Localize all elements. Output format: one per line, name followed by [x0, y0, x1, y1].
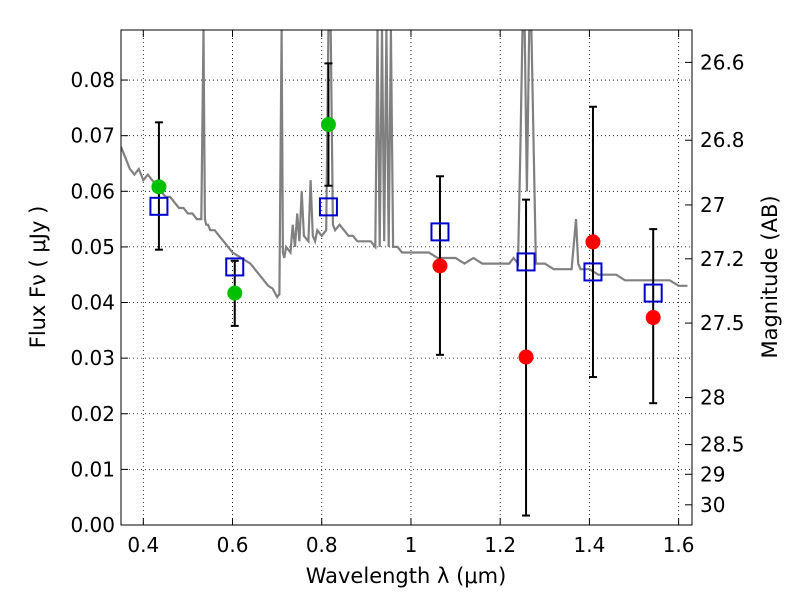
photometry-point [518, 349, 534, 365]
photometry-point [645, 310, 661, 326]
model-square-layer [149, 196, 663, 303]
mag-tick-label: 30 [700, 493, 725, 517]
y-tick-label: 0.08 [70, 68, 115, 92]
mag-tick-label: 26.6 [700, 50, 745, 74]
grid-layer [121, 30, 692, 526]
x-axis-label: Wavelength λ (μm) [306, 564, 507, 588]
model-square [318, 197, 338, 217]
y-tick-label: 0.05 [70, 235, 115, 259]
photometry-point [151, 179, 167, 195]
x-tick-label: 0.8 [306, 533, 338, 557]
tick-layer: 0.4 0.6 0.8 1 1.2 1.4 1.6 0.00 0.01 0.02 0.03 0.04 0… [70, 30, 745, 557]
photometry-point [320, 117, 336, 133]
photometry-point [227, 285, 243, 301]
y-tick-label: 0.06 [70, 179, 115, 203]
model-square [583, 262, 603, 282]
photometry-point [432, 258, 448, 274]
mag-tick-label: 28.5 [700, 433, 745, 457]
x-tick-label: 1 [405, 533, 418, 557]
template-spectrum-line [121, 30, 688, 299]
mag-tick-label: 26.8 [700, 128, 745, 152]
x-tick-label: 1.4 [573, 533, 605, 557]
x-tick-label: 1.6 [663, 533, 695, 557]
y-tick-label: 0.01 [70, 457, 115, 481]
model-square [430, 222, 450, 242]
template-curve-layer [121, 30, 688, 299]
x-tick-label: 0.4 [127, 533, 159, 557]
y-tick-label: 0.03 [70, 346, 115, 370]
model-square [643, 283, 663, 303]
y-tick-label: 0.00 [70, 513, 115, 537]
y-tick-label: 0.02 [70, 402, 115, 426]
data-point-layer [151, 117, 661, 365]
y-tick-label: 0.04 [70, 291, 115, 315]
plot-frame [120, 29, 693, 526]
photometry-point [585, 234, 601, 250]
model-square [149, 196, 169, 216]
y-tick-label: 0.07 [70, 124, 115, 148]
x-tick-label: 1.2 [484, 533, 516, 557]
mag-tick-label: 29 [700, 462, 725, 486]
y2-axis-label: Magnitude (AB) [758, 195, 782, 358]
mag-tick-label: 28 [700, 386, 725, 410]
model-square [516, 252, 536, 272]
x-tick-label: 0.6 [217, 533, 249, 557]
mag-tick-label: 27.2 [700, 247, 745, 271]
mag-tick-label: 27.5 [700, 311, 745, 335]
mag-tick-label: 27 [700, 193, 725, 217]
model-square [225, 257, 245, 277]
y-axis-label: Flux Fν ( μJy ) [26, 206, 50, 349]
